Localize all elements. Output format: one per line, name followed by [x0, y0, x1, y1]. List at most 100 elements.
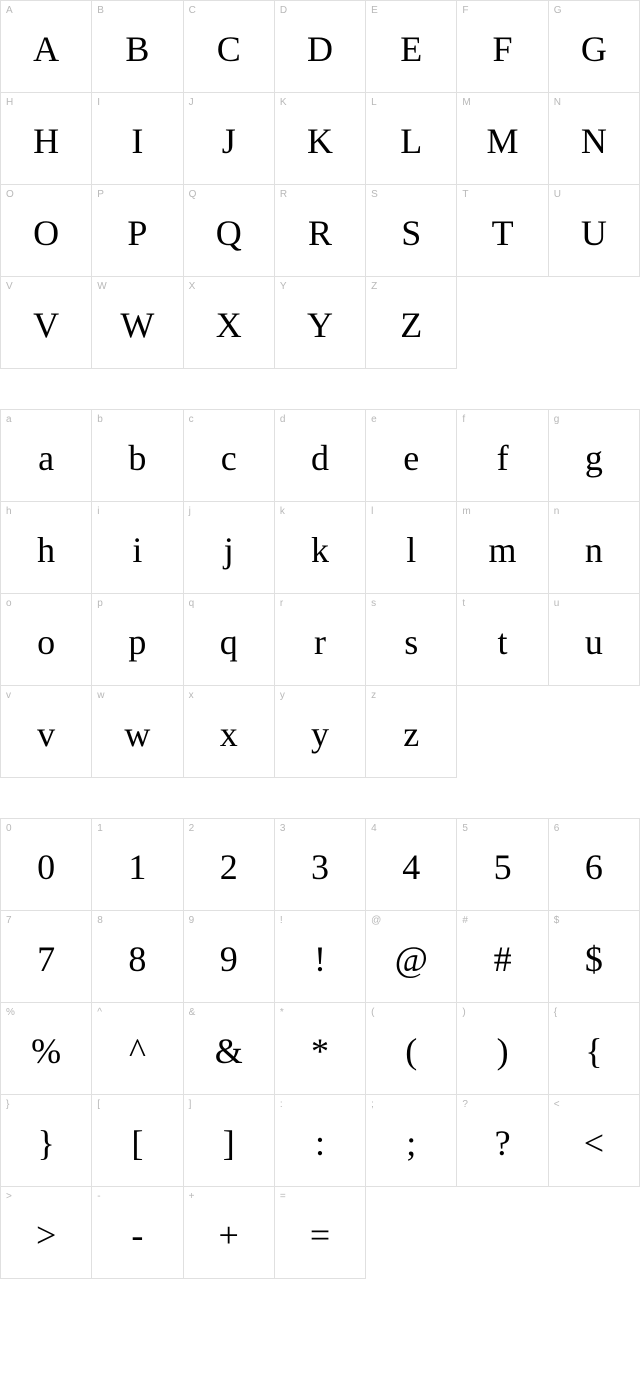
glyph-key-label: v	[6, 690, 11, 701]
glyph-key-label: s	[371, 598, 376, 609]
glyph-key-label: ;	[371, 1099, 374, 1110]
glyph-display: 5	[494, 848, 512, 884]
glyph-display: J	[222, 122, 236, 158]
glyph-display: 3	[311, 848, 329, 884]
glyph-cell: FF	[457, 1, 548, 93]
glyph-key-label: 1	[97, 823, 103, 834]
glyph-key-label: d	[280, 414, 286, 425]
glyph-key-label: q	[189, 598, 195, 609]
glyph-key-label: b	[97, 414, 103, 425]
glyph-display: *	[311, 1032, 329, 1068]
empty-cell	[457, 1187, 548, 1279]
glyph-display: )	[497, 1032, 509, 1068]
character-map: AABBCCDDEEFFGGHHIIJJKKLLMMNNOOPPQQRRSSTT…	[0, 0, 640, 1279]
glyph-key-label: U	[554, 189, 561, 200]
glyph-key-label: }	[6, 1099, 9, 1110]
glyph-display: w	[124, 715, 150, 751]
glyph-display: l	[406, 531, 416, 567]
glyph-cell: TT	[457, 185, 548, 277]
glyph-cell: &&	[184, 1003, 275, 1095]
glyph-display: [	[131, 1124, 143, 1160]
glyph-cell: dd	[275, 410, 366, 502]
glyph-key-label: Y	[280, 281, 287, 292]
glyph-display: y	[311, 715, 329, 751]
glyph-display: b	[128, 439, 146, 475]
glyph-cell: SS	[366, 185, 457, 277]
glyph-cell: ss	[366, 594, 457, 686]
glyph-display: :	[315, 1124, 325, 1160]
glyph-key-label: D	[280, 5, 287, 16]
glyph-cell: 88	[92, 911, 183, 1003]
glyph-cell: uu	[549, 594, 640, 686]
glyph-display: 6	[585, 848, 603, 884]
glyph-cell: WW	[92, 277, 183, 369]
glyph-key-label: G	[554, 5, 562, 16]
glyph-cell: JJ	[184, 93, 275, 185]
glyph-key-label: k	[280, 506, 285, 517]
glyph-display: %	[31, 1032, 61, 1068]
glyph-display: 7	[37, 940, 55, 976]
glyph-display: H	[33, 122, 59, 158]
glyph-key-label: *	[280, 1007, 284, 1018]
glyph-key-label: S	[371, 189, 378, 200]
glyph-key-label: ]	[189, 1099, 192, 1110]
glyph-display: 1	[128, 848, 146, 884]
glyph-key-label: w	[97, 690, 104, 701]
glyph-key-label: -	[97, 1191, 100, 1202]
glyph-cell: oo	[1, 594, 92, 686]
glyph-cell: KK	[275, 93, 366, 185]
glyph-display: e	[403, 439, 419, 475]
glyph-key-label: R	[280, 189, 287, 200]
glyph-cell: LL	[366, 93, 457, 185]
glyph-key-label: [	[97, 1099, 100, 1110]
glyph-cell: UU	[549, 185, 640, 277]
glyph-cell: gg	[549, 410, 640, 502]
glyph-key-label: f	[462, 414, 465, 425]
glyph-display: Q	[216, 214, 242, 250]
glyph-key-label: n	[554, 506, 560, 517]
glyph-cell: --	[92, 1187, 183, 1279]
glyph-display: 8	[128, 940, 146, 976]
glyph-key-label: m	[462, 506, 470, 517]
glyph-cell: XX	[184, 277, 275, 369]
glyph-key-label: 2	[189, 823, 195, 834]
glyph-cell: $$	[549, 911, 640, 1003]
empty-cell	[549, 277, 640, 369]
glyph-key-label: x	[189, 690, 194, 701]
glyph-display: Z	[400, 306, 422, 342]
empty-cell	[366, 1187, 457, 1279]
glyph-cell: jj	[184, 502, 275, 594]
glyph-cell: aa	[1, 410, 92, 502]
glyph-key-label: V	[6, 281, 13, 292]
glyph-key-label: 9	[189, 915, 195, 926]
glyph-cell: VV	[1, 277, 92, 369]
glyph-key-label: j	[189, 506, 191, 517]
glyph-cell: <<	[549, 1095, 640, 1187]
glyph-cell: ??	[457, 1095, 548, 1187]
glyph-display: u	[585, 623, 603, 659]
glyph-key-label: Q	[189, 189, 197, 200]
glyph-display: X	[216, 306, 242, 342]
glyph-display: o	[37, 623, 55, 659]
glyph-display: L	[400, 122, 422, 158]
glyph-display: Y	[307, 306, 333, 342]
glyph-display: m	[489, 531, 517, 567]
glyph-display: >	[36, 1216, 56, 1252]
glyph-key-label: ^	[97, 1007, 102, 1018]
glyph-cell: DD	[275, 1, 366, 93]
glyph-display: =	[310, 1216, 330, 1252]
glyph-display: B	[125, 30, 149, 66]
glyph-key-label: z	[371, 690, 376, 701]
glyph-key-label: :	[280, 1099, 283, 1110]
glyph-display: #	[494, 940, 512, 976]
glyph-key-label: P	[97, 189, 104, 200]
glyph-cell: cc	[184, 410, 275, 502]
glyph-cell: ::	[275, 1095, 366, 1187]
glyph-cell: II	[92, 93, 183, 185]
glyph-cell: ((	[366, 1003, 457, 1095]
glyph-key-label: L	[371, 97, 377, 108]
glyph-key-label: y	[280, 690, 285, 701]
glyph-display: E	[400, 30, 422, 66]
glyph-key-label: N	[554, 97, 561, 108]
glyph-display: C	[217, 30, 241, 66]
